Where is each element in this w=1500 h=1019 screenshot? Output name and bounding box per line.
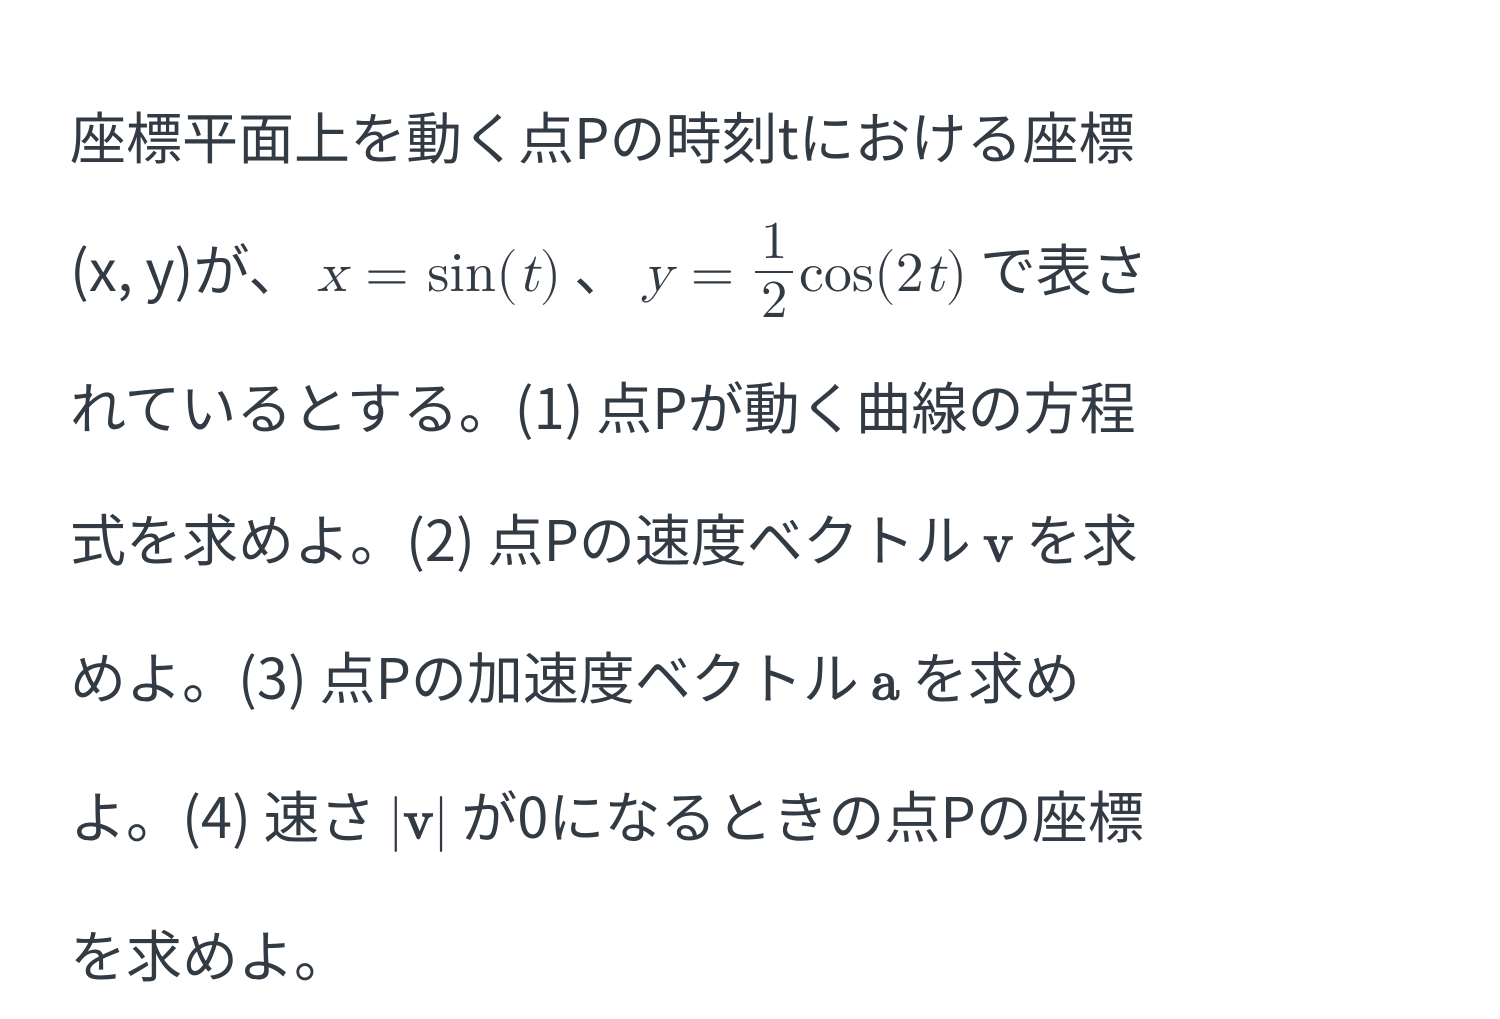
separator: 、 [561,227,642,308]
line-2: (x, y)が、 x = sin(t) 、 y = 12 cos(2t) で表さ [70,202,1430,341]
abs-close: | [433,793,449,849]
eq-equals-2: = [672,246,753,302]
eq-y-cos: cos [799,246,874,302]
line-6-b: が0になるときの点Pの座標 [449,774,1144,855]
fraction-half: 12 [755,216,794,328]
eq-y-arg-t: t [924,246,946,302]
line-4-a: 式を求めよ。(2) 点Pの速度ベクトル [70,497,983,578]
eq-y-lhs: y [643,246,673,302]
eq-x-arg-close: ) [540,246,562,302]
vec-v-2: v [404,793,434,849]
line-5-a: めよ。(3) 点Pの加速度ベクトル [70,635,871,716]
line-3: れているとする。(1) 点Pが動く曲線の方程 [70,340,1430,472]
line-6-a: よ。(4) 速さ [70,774,388,855]
eq-y-arg-open: ( [874,246,896,302]
eq-x-arg-open: ( [496,246,518,302]
eq-y-arg-close: ) [946,246,968,302]
line-7: を求めよ。 [70,888,1430,1019]
line-2-suffix: で表さ [967,227,1148,308]
line-5: めよ。(3) 点Pの加速度ベクトル a を求め [70,610,1430,749]
line-6: よ。(4) 速さ |v| が0になるときの点Pの座標 [70,749,1430,888]
line-5-b: を求め [899,635,1080,716]
eq-x-sin: sin [427,246,496,302]
eq-x-arg-t: t [518,246,540,302]
vec-v: v [983,516,1013,572]
line-1: 座標平面上を動く点Pの時刻tにおける座標 [70,70,1430,202]
eq-y-arg-2: 2 [896,246,924,302]
eq-equals-1: = [346,246,427,302]
fraction-den: 2 [755,273,794,328]
problem-text: 座標平面上を動く点Pの時刻tにおける座標 (x, y)が、 x = sin(t)… [70,70,1430,1019]
line-4: 式を求めよ。(2) 点Pの速度ベクトル v を求 [70,472,1430,611]
fraction-num: 1 [755,216,794,273]
line-2-prefix: (x, y)が、 [70,227,317,308]
line-4-b: を求 [1013,497,1138,578]
abs-open: | [388,793,404,849]
vec-a: a [871,654,899,710]
eq-x-lhs: x [317,246,347,302]
